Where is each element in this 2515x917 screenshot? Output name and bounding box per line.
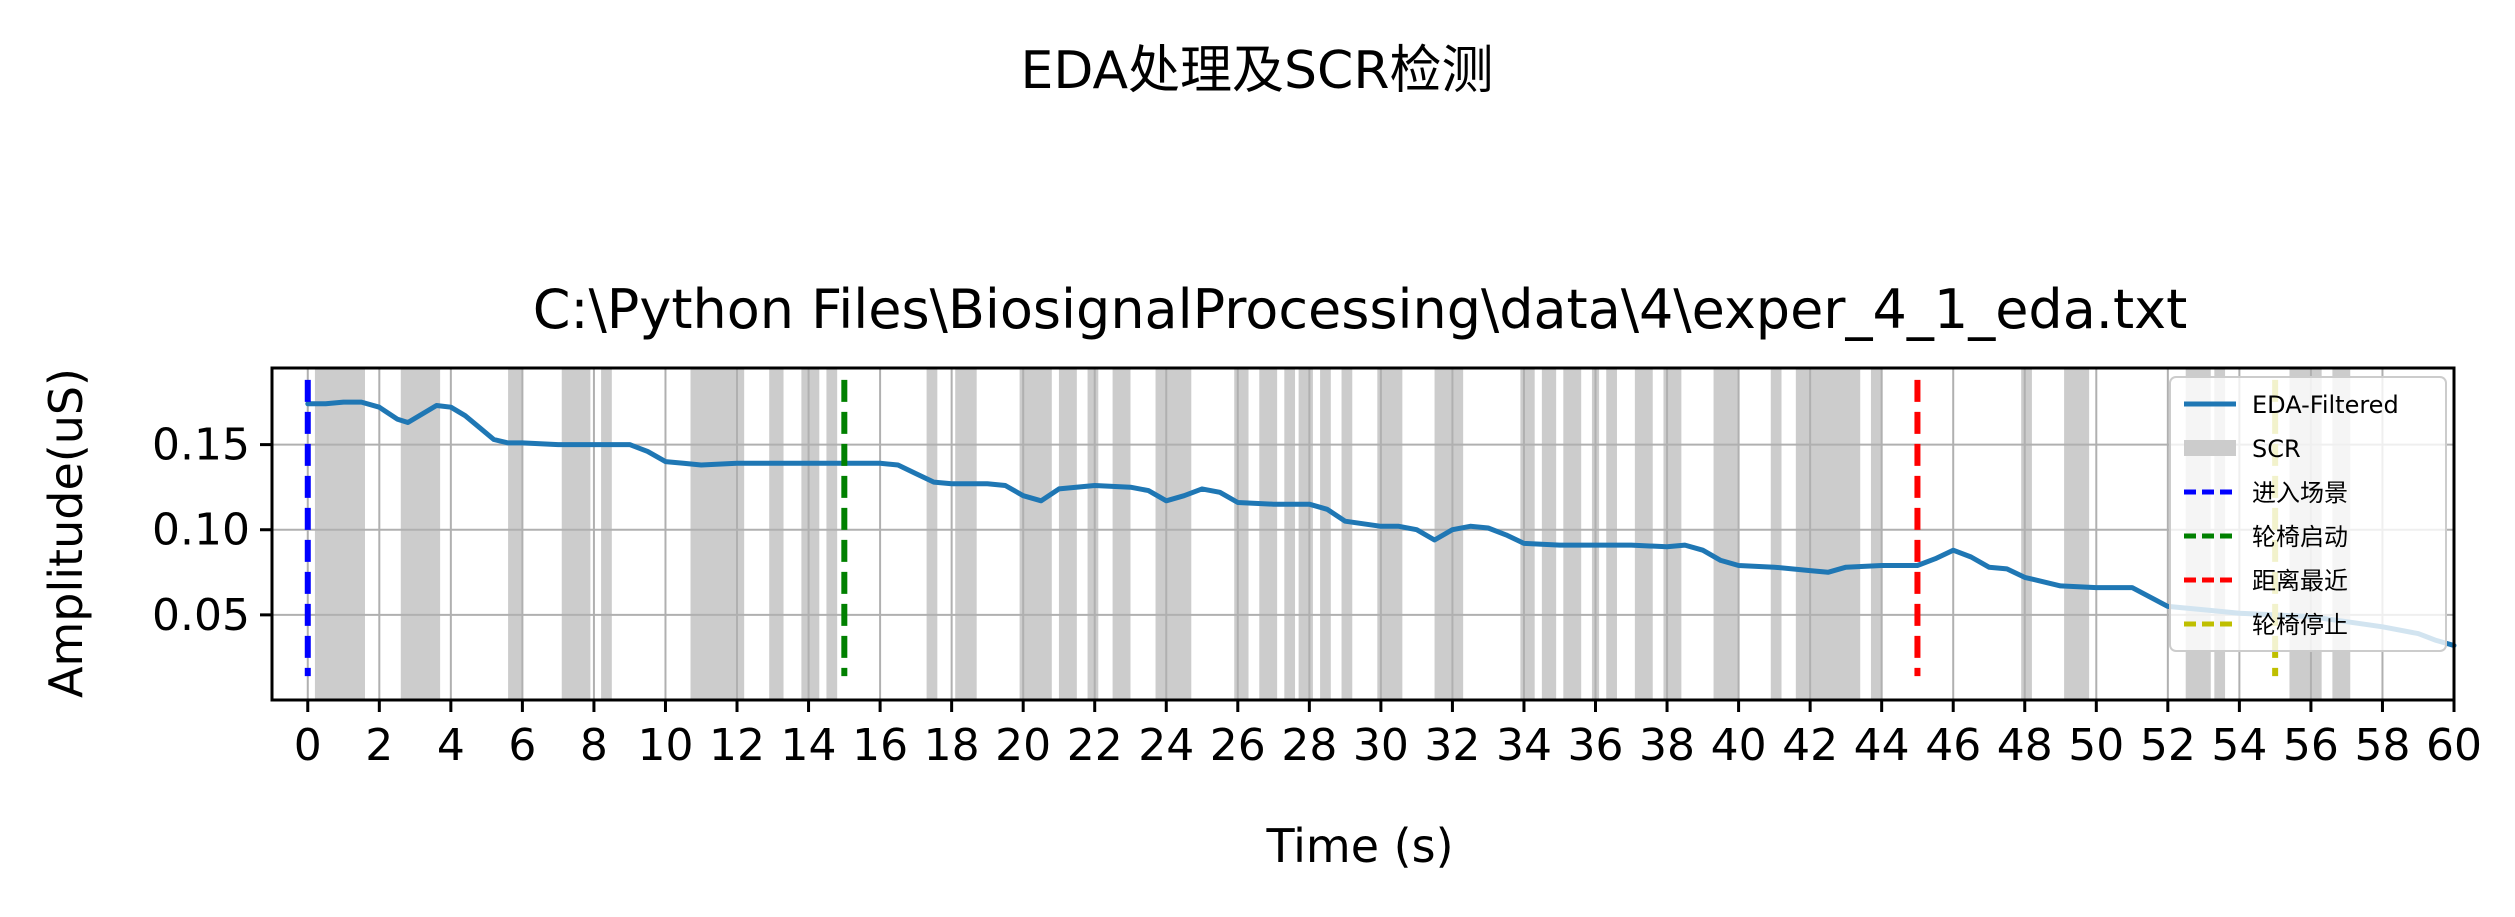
legend-label-3: 轮椅启动: [2252, 523, 2348, 551]
scr-region-6: [769, 368, 784, 700]
axes: 0 2 4 6 8 10 12 14 16 18 20 22 24 26 28 30 32 34 36 38 40 42 4…: [152, 366, 2482, 771]
x-tick-label-3: 6: [508, 720, 536, 771]
x-tick-label-17: 34: [1496, 720, 1552, 771]
x-tick-label-20: 40: [1711, 720, 1767, 771]
x-tick-label-22: 44: [1854, 720, 1910, 771]
x-tick-label-23: 46: [1925, 720, 1981, 771]
scr-region-3: [561, 368, 591, 700]
grid-lines: [272, 368, 2455, 700]
x-tick-label-28: 56: [2283, 720, 2339, 771]
scr-region-15: [1155, 368, 1192, 700]
x-tick-label-25: 50: [2068, 720, 2124, 771]
x-tick-label-8: 16: [852, 720, 908, 771]
x-tick-label-2: 4: [437, 720, 465, 771]
scr-region-35: [2021, 368, 2032, 700]
x-tick-label-15: 30: [1353, 720, 1409, 771]
x-tick-label-18: 36: [1568, 720, 1624, 771]
x-tick-label-9: 18: [924, 720, 980, 771]
scr-region-25: [1541, 368, 1557, 700]
scr-region-9: [926, 368, 938, 700]
x-tick-label-5: 10: [637, 720, 693, 771]
x-tick-label-4: 8: [580, 720, 608, 771]
legend-label-2: 进入场景: [2252, 479, 2348, 507]
legend-label-5: 轮椅停止: [2252, 611, 2348, 639]
scr-region-34: [1870, 368, 1882, 700]
scr-region-0: [314, 368, 366, 700]
x-tick-label-26: 52: [2140, 720, 2196, 771]
scr-region-4: [601, 368, 612, 700]
series-lines: [305, 399, 2457, 648]
scr-region-7: [801, 368, 820, 700]
x-tick-label-21: 42: [1782, 720, 1838, 771]
x-tick-label-13: 26: [1210, 720, 1266, 771]
scr-region-11: [1019, 368, 1052, 700]
x-tick-label-29: 58: [2354, 720, 2410, 771]
scr-region-2: [508, 368, 523, 700]
legend-label-4: 距离最近: [2252, 567, 2348, 595]
scr-region-18: [1284, 368, 1296, 700]
scr-region-13: [1087, 368, 1099, 700]
y-tick-label-2: 0.15: [152, 420, 250, 471]
scr-region-24: [1520, 368, 1535, 700]
scr-region-33: [1795, 368, 1861, 700]
scr-region-26: [1563, 368, 1582, 700]
x-tick-label-30: 60: [2426, 720, 2482, 771]
scr-region-28: [1606, 368, 1617, 700]
scr-region-8: [826, 368, 838, 700]
y-tick-label-1: 0.10: [152, 505, 250, 556]
figure-suptitle: EDA处理及SCR检测: [1020, 41, 1493, 101]
x-tick-label-11: 22: [1067, 720, 1123, 771]
x-tick-label-12: 24: [1138, 720, 1194, 771]
scr-region-36: [2064, 368, 2090, 700]
plot-frame: [270, 366, 2456, 702]
x-tick-label-10: 20: [995, 720, 1051, 771]
chart-title: C:\Python Files\BiosignalProcessing\data…: [533, 278, 2188, 341]
scr-region-12: [1058, 368, 1077, 700]
legend-label-1: SCR: [2252, 435, 2301, 463]
x-tick-label-27: 54: [2211, 720, 2267, 771]
y-axis-label: Amplitude(uS): [39, 368, 93, 698]
y-tick-label-0: 0.05: [152, 590, 250, 641]
x-tick-label-6: 12: [709, 720, 765, 771]
x-tick-label-24: 48: [1997, 720, 2053, 771]
scr-region-20: [1320, 368, 1331, 700]
x-tick-label-19: 38: [1639, 720, 1695, 771]
x-tick-label-0: 0: [294, 720, 322, 771]
scr-region-14: [1112, 368, 1131, 700]
scr-region-17: [1259, 368, 1278, 700]
scr-region-31: [1713, 368, 1739, 700]
x-axis-label: Time (s): [1265, 819, 1453, 873]
legend-box: [2169, 376, 2447, 652]
series-line-eda-filtered: [305, 399, 2457, 648]
legend-label-0: EDA-Filtered: [2252, 391, 2399, 419]
legend-swatch-1: [2184, 440, 2236, 456]
scr-region-21: [1341, 368, 1353, 700]
scr-region-10: [955, 368, 977, 700]
x-tick-label-16: 32: [1424, 720, 1480, 771]
scr-region-32: [1770, 368, 1782, 700]
scr-region-5: [690, 368, 745, 700]
scr-region-16: [1234, 368, 1249, 700]
scr-region-19: [1298, 368, 1313, 700]
x-tick-label-14: 28: [1281, 720, 1337, 771]
scr-region-29: [1634, 368, 1653, 700]
scr-regions: [314, 368, 2351, 700]
x-tick-label-7: 14: [781, 720, 837, 771]
x-tick-label-1: 2: [365, 720, 393, 771]
